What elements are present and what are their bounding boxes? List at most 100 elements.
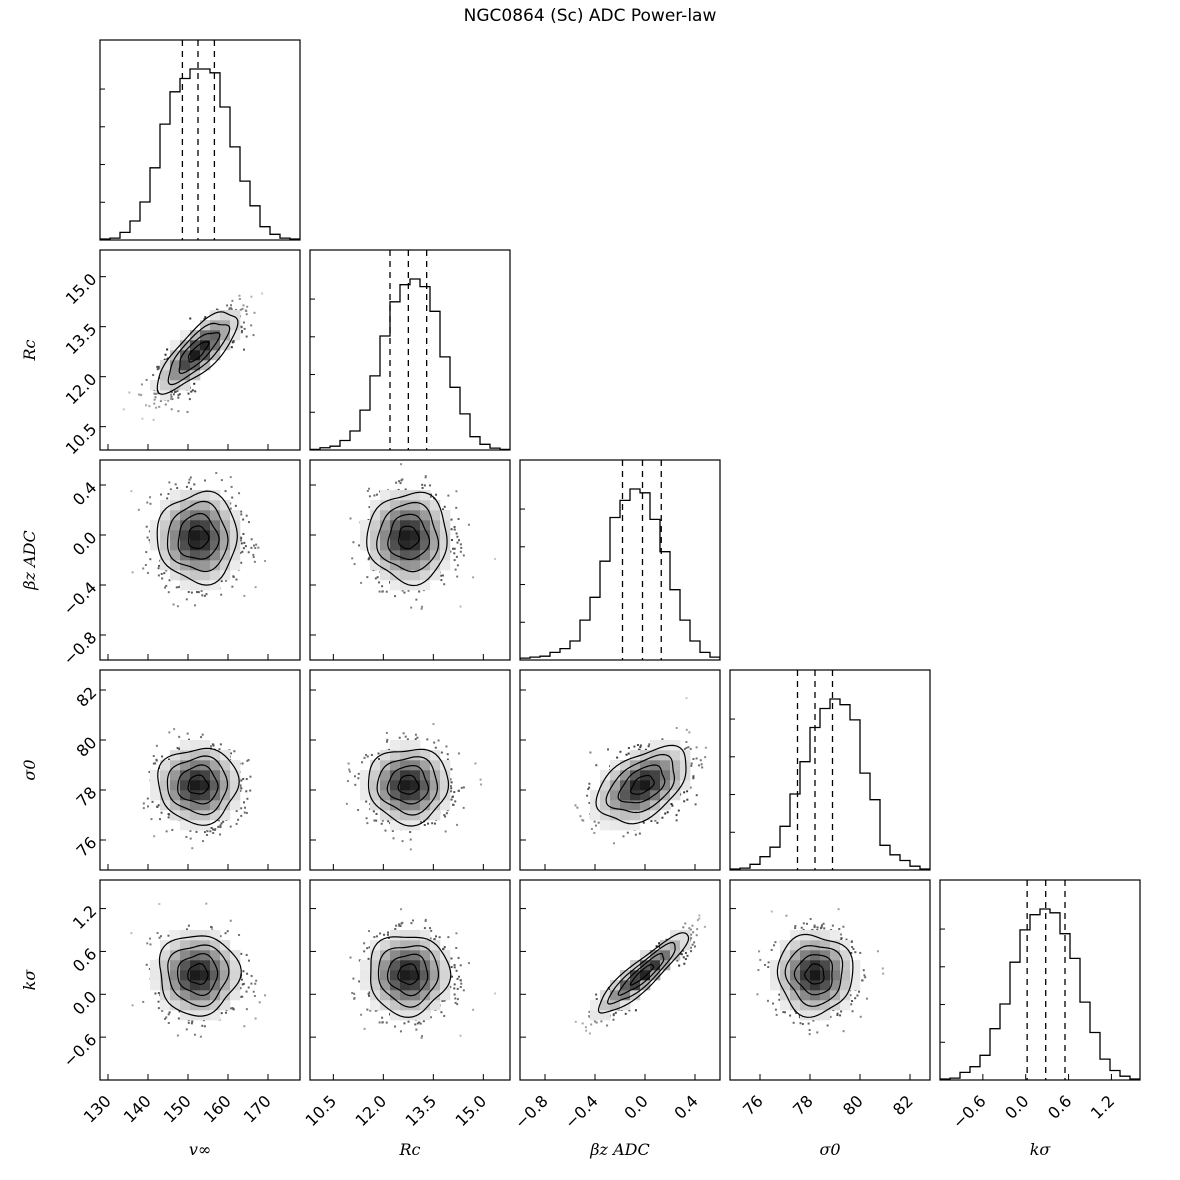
panel-frame <box>99 669 301 871</box>
density-cell <box>620 810 631 821</box>
sample-point <box>826 1024 829 1027</box>
density-cell <box>370 960 381 971</box>
sample-point <box>453 791 456 794</box>
density-cell <box>800 950 811 961</box>
xtick-label-v_inf: 140 <box>120 1091 155 1126</box>
density-cell <box>210 760 221 771</box>
sample-point <box>398 480 401 483</box>
density-cell <box>380 500 391 511</box>
sample-point <box>692 776 695 779</box>
density-cell <box>600 1000 611 1011</box>
density-cell <box>440 970 451 981</box>
density-cell <box>160 560 171 571</box>
density-cell <box>410 750 421 761</box>
density-cell <box>820 940 831 951</box>
sample-point <box>158 903 161 906</box>
density-cell <box>790 950 801 961</box>
sample-point <box>442 508 445 511</box>
sample-point <box>633 745 636 748</box>
density-cell <box>200 350 211 361</box>
panel-frame <box>729 879 931 1081</box>
density-cell <box>400 940 411 951</box>
sample-point <box>351 557 354 560</box>
density-cell <box>620 820 631 831</box>
sample-point <box>145 404 148 407</box>
sample-point <box>694 803 697 806</box>
density-cell <box>620 980 631 991</box>
sample-point <box>226 304 229 307</box>
sample-point <box>172 393 175 396</box>
sample-point <box>368 506 371 509</box>
density-cell <box>610 790 621 801</box>
density-cell <box>190 770 201 781</box>
sample-point <box>764 963 767 966</box>
sample-point <box>158 457 160 459</box>
density-cell <box>850 960 861 971</box>
sample-point <box>684 951 687 954</box>
sample-point <box>159 818 162 821</box>
sample-point <box>456 1003 459 1006</box>
sample-point <box>472 576 475 579</box>
density-cell <box>650 950 661 961</box>
density-cell <box>380 970 391 981</box>
sample-point <box>238 934 241 937</box>
sample-point <box>454 800 457 803</box>
sample-point <box>456 535 459 538</box>
sample-point <box>381 1016 384 1019</box>
sample-point <box>245 954 248 957</box>
sample-point <box>205 834 208 837</box>
density-cell <box>420 530 431 541</box>
sample-point <box>429 493 432 496</box>
density-cell <box>430 960 441 971</box>
density-cell <box>160 770 171 781</box>
sample-point <box>185 598 188 601</box>
sample-point <box>774 941 777 944</box>
density-cell <box>610 980 621 991</box>
sample-point <box>205 593 208 596</box>
sample-point <box>689 786 692 789</box>
sample-point <box>808 1033 811 1036</box>
sample-point <box>203 594 206 597</box>
sample-point <box>163 572 166 575</box>
sample-point <box>453 547 456 550</box>
sample-point <box>695 794 698 797</box>
panel-frame <box>939 879 1141 1081</box>
density-cell <box>390 500 401 511</box>
density-cell <box>180 510 191 521</box>
sample-point <box>450 798 453 801</box>
sample-point <box>242 982 245 985</box>
sample-point <box>142 567 145 570</box>
density-cell <box>390 810 401 821</box>
density-cell <box>200 530 211 541</box>
sample-point <box>381 590 384 593</box>
sample-point <box>407 589 410 592</box>
sample-point <box>420 607 423 610</box>
sample-point <box>360 581 363 584</box>
sample-point <box>156 365 159 368</box>
sample-point <box>242 547 245 550</box>
contour-level-2 <box>376 501 440 573</box>
sample-point <box>353 997 356 1000</box>
density-cell <box>200 740 211 751</box>
density-cell <box>170 780 181 791</box>
sample-point <box>201 594 204 597</box>
sample-point <box>203 831 206 834</box>
sample-point <box>204 479 207 482</box>
density-cell <box>410 760 421 771</box>
sample-point <box>849 994 852 997</box>
density-cell <box>170 520 181 531</box>
sample-point <box>456 564 459 567</box>
sample-point <box>241 983 244 986</box>
contour-level-1 <box>386 953 429 997</box>
sample-point <box>406 738 409 741</box>
sample-point <box>685 697 688 700</box>
sample-point <box>455 932 458 935</box>
contour-level-3 <box>366 491 448 587</box>
sample-point <box>840 937 843 940</box>
xtick-label-beta_z_ADC: −0.8 <box>511 1091 552 1132</box>
sample-point <box>675 814 678 817</box>
density-cell <box>430 1000 441 1011</box>
sample-point <box>250 538 253 541</box>
sample-point <box>409 848 412 851</box>
density-cell <box>650 750 661 761</box>
